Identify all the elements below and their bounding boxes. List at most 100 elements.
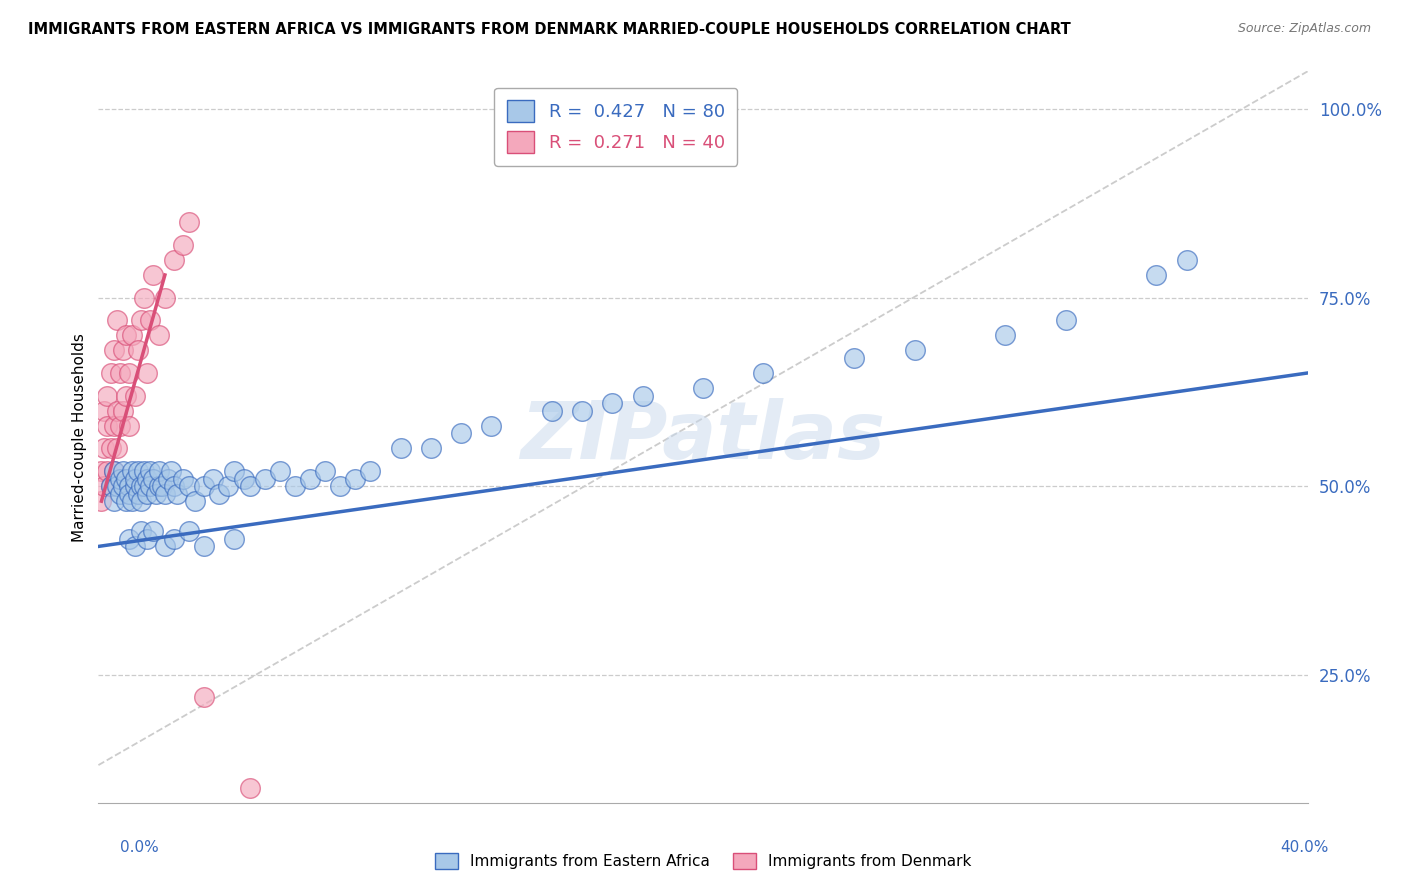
Text: 40.0%: 40.0%: [1281, 840, 1329, 855]
Point: [179, 215, 201, 229]
Point: [239, 479, 262, 493]
Point: [239, 780, 262, 795]
Point: [571, 403, 593, 417]
Point: [193, 479, 215, 493]
Point: [129, 524, 152, 539]
Point: [111, 343, 134, 358]
Point: [135, 366, 157, 380]
Point: [121, 328, 143, 343]
Legend: Immigrants from Eastern Africa, Immigrants from Denmark: Immigrants from Eastern Africa, Immigran…: [429, 847, 977, 875]
Point: [360, 464, 382, 478]
Point: [217, 479, 239, 493]
Point: [208, 486, 231, 500]
Point: [114, 494, 136, 508]
Point: [139, 313, 162, 327]
Point: [135, 532, 157, 546]
Point: [105, 313, 128, 327]
Point: [118, 366, 141, 380]
Point: [481, 418, 503, 433]
Point: [156, 471, 179, 485]
Point: [224, 532, 246, 546]
Point: [93, 403, 115, 417]
Point: [148, 479, 170, 493]
Point: [93, 479, 115, 493]
Point: [121, 464, 143, 478]
Point: [105, 403, 128, 417]
Point: [145, 486, 167, 500]
Point: [103, 343, 125, 358]
Point: [124, 479, 146, 493]
Point: [111, 403, 134, 417]
Point: [103, 464, 125, 478]
Point: [108, 471, 131, 485]
Point: [96, 464, 118, 478]
Point: [450, 426, 472, 441]
Point: [127, 486, 149, 500]
Point: [129, 313, 152, 327]
Point: [994, 328, 1017, 343]
Point: [139, 464, 162, 478]
Point: [904, 343, 927, 358]
Point: [108, 486, 131, 500]
Point: [163, 479, 186, 493]
Text: ZIPatlas: ZIPatlas: [520, 398, 886, 476]
Point: [108, 366, 131, 380]
Point: [108, 418, 131, 433]
Point: [166, 486, 188, 500]
Point: [160, 464, 183, 478]
Point: [93, 442, 115, 456]
Point: [103, 464, 125, 478]
Point: [118, 479, 141, 493]
Point: [202, 471, 225, 485]
Point: [148, 464, 170, 478]
Point: [314, 464, 336, 478]
Point: [1144, 268, 1167, 282]
Point: [127, 343, 149, 358]
Point: [139, 479, 162, 493]
Point: [602, 396, 624, 410]
Point: [153, 486, 176, 500]
Point: [344, 471, 367, 485]
Point: [692, 381, 714, 395]
Text: IMMIGRANTS FROM EASTERN AFRICA VS IMMIGRANTS FROM DENMARK MARRIED-COUPLE HOUSEHO: IMMIGRANTS FROM EASTERN AFRICA VS IMMIGR…: [28, 22, 1071, 37]
Point: [142, 524, 165, 539]
Point: [100, 442, 122, 456]
Point: [232, 471, 254, 485]
Point: [96, 418, 118, 433]
Point: [118, 532, 141, 546]
Point: [90, 464, 112, 478]
Point: [253, 471, 276, 485]
Point: [96, 389, 118, 403]
Point: [100, 479, 122, 493]
Point: [90, 494, 112, 508]
Point: [163, 532, 186, 546]
Point: [105, 479, 128, 493]
Point: [420, 442, 443, 456]
Point: [114, 389, 136, 403]
Point: [153, 291, 176, 305]
Point: [118, 486, 141, 500]
Point: [118, 418, 141, 433]
Point: [114, 471, 136, 485]
Point: [269, 464, 291, 478]
Point: [132, 291, 155, 305]
Point: [752, 366, 775, 380]
Point: [111, 479, 134, 493]
Text: 0.0%: 0.0%: [120, 840, 159, 855]
Point: [153, 540, 176, 554]
Point: [111, 464, 134, 478]
Point: [844, 351, 866, 365]
Point: [124, 389, 146, 403]
Point: [389, 442, 412, 456]
Point: [193, 690, 215, 705]
Point: [329, 479, 352, 493]
Point: [100, 366, 122, 380]
Point: [135, 486, 157, 500]
Point: [103, 494, 125, 508]
Point: [114, 328, 136, 343]
Point: [1175, 252, 1198, 267]
Point: [299, 471, 322, 485]
Point: [1054, 313, 1077, 327]
Point: [100, 479, 122, 493]
Point: [193, 540, 215, 554]
